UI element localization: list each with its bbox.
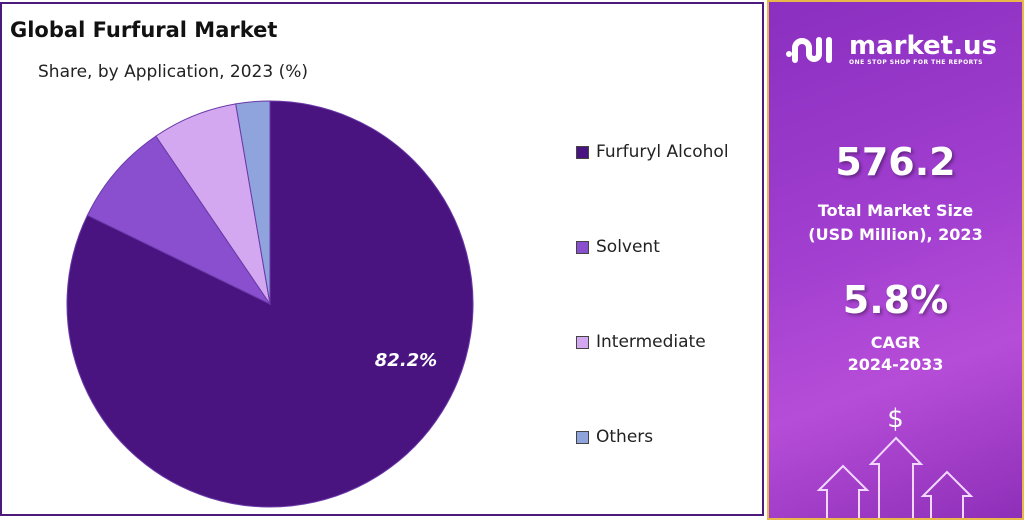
chart-panel: Global Furfural Market Share, by Applica… [0, 2, 764, 516]
summary-panel: market.us ONE STOP SHOP FOR THE REPORTS … [767, 0, 1024, 520]
chart-title: Global Furfural Market [10, 18, 278, 42]
legend-swatch [576, 145, 589, 159]
legend-item: Others [576, 427, 653, 447]
brand-name: market.us [849, 30, 997, 61]
market-size-label: Total Market Size [817, 201, 974, 220]
pie-slice-others [235, 100, 271, 305]
legend-item: Solvent [576, 237, 660, 257]
pie-slice-solvent [86, 135, 272, 306]
market-size-unit: (USD Million), 2023 [808, 225, 983, 244]
legend-swatch [576, 430, 589, 444]
legend-label: Intermediate [596, 332, 706, 352]
legend-label: Furfuryl Alcohol [596, 142, 729, 162]
cagr-period: 2024-2033 [847, 355, 944, 374]
logo-icon [786, 37, 832, 63]
pie-chart: 82.2% [66, 100, 474, 508]
chart-subtitle: Share, by Application, 2023 (%) [38, 62, 308, 82]
data-label-furfuryl-alcohol: 82.2% [375, 350, 437, 371]
dollar-icon: $ [887, 404, 904, 434]
legend-item: Furfuryl Alcohol [576, 142, 729, 162]
market-size-value: 576.2 [835, 140, 956, 184]
brand-tagline: ONE STOP SHOP FOR THE REPORTS [849, 58, 983, 66]
cagr-label: CAGR [870, 333, 921, 352]
legend-swatch [576, 240, 589, 254]
cagr-value: 5.8% [842, 278, 949, 322]
legend-label: Solvent [596, 237, 660, 257]
legend-item: Intermediate [576, 332, 706, 352]
growth-arrows-icon [816, 436, 974, 518]
market-us-logo: market.us ONE STOP SHOP FOR THE REPORTS [785, 32, 997, 66]
legend-swatch [576, 335, 589, 349]
legend-label: Others [596, 427, 654, 447]
